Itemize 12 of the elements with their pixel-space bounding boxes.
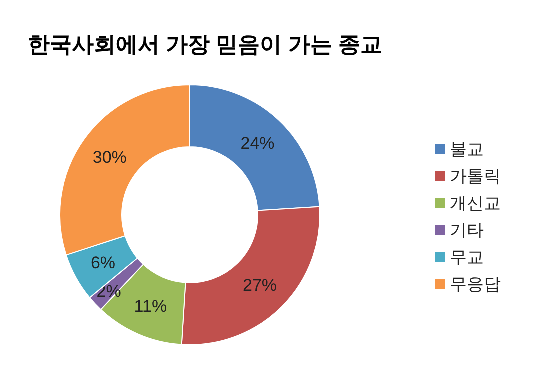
chart-title: 한국사회에서 가장 믿음이 가는 종교: [28, 32, 382, 57]
legend-label: 개신교: [450, 194, 501, 213]
legend-label: 기타: [450, 221, 484, 240]
legend-label: 불교: [450, 140, 484, 159]
data-label: 27%: [242, 276, 278, 296]
data-label: 24%: [240, 134, 275, 153]
data-label: 30%: [92, 148, 127, 167]
legend-label: 무응답: [450, 275, 501, 294]
legend-label: 무교: [450, 248, 484, 267]
data-label: 11%: [134, 296, 168, 316]
legend-label: 가톨릭: [450, 167, 501, 186]
data-label: 6%: [90, 254, 116, 273]
